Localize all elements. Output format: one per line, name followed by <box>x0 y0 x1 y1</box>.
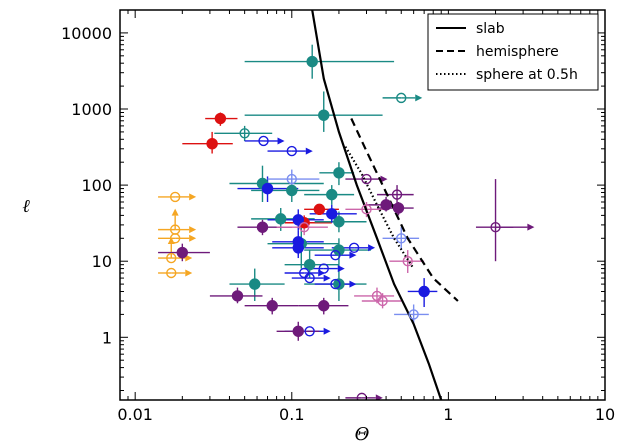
arrow-head <box>380 175 388 183</box>
legend: slab hemisphere sphere at 0.5h <box>427 13 599 91</box>
data-point <box>169 191 181 203</box>
data-point <box>330 249 341 261</box>
data-point <box>318 109 330 121</box>
data-point <box>261 182 274 195</box>
data-point <box>206 138 218 150</box>
legend-box <box>427 13 599 91</box>
data-point <box>402 256 413 267</box>
data-point <box>333 167 345 179</box>
data-point <box>318 300 330 312</box>
data-point <box>166 252 177 264</box>
plot-frame <box>119 9 606 401</box>
data-point <box>292 214 304 226</box>
x-tick-label: 10 <box>595 405 615 424</box>
data-point <box>392 202 405 214</box>
data-point <box>286 184 298 197</box>
data-point <box>377 295 388 307</box>
data-point <box>418 285 430 298</box>
tick-labels: 0.01 0.1 1 10 1 10 100 1000 10000 <box>61 24 615 424</box>
x-axis-label: Θ <box>355 424 370 445</box>
data-point <box>333 216 345 228</box>
legend-label-sphere: sphere at 0.5h <box>476 67 578 83</box>
data-point <box>380 199 392 211</box>
data-point <box>231 290 244 302</box>
y-axis-label: ℓ <box>22 196 30 217</box>
data-point <box>298 221 310 233</box>
arrow-head <box>185 269 193 277</box>
arrow-head <box>349 251 357 259</box>
data-point <box>396 233 407 244</box>
data-point <box>313 203 326 216</box>
arrow-head <box>189 193 197 201</box>
data-point <box>361 204 372 215</box>
model-curve-sphere-at-0-5h <box>344 146 415 270</box>
data-point <box>348 242 360 254</box>
y-tick-label: 10 <box>92 252 112 271</box>
data-point <box>275 213 287 225</box>
arrow-head <box>415 94 423 102</box>
data-point <box>304 326 315 337</box>
x-tick-label: 1 <box>443 405 453 424</box>
y-tick-label: 1000 <box>71 100 112 119</box>
arrow-head <box>375 394 383 400</box>
data-point <box>266 300 278 312</box>
error-bars <box>158 44 535 400</box>
data-point <box>239 128 250 139</box>
data-point <box>304 272 315 284</box>
data-point <box>176 246 189 259</box>
y-tick-label: 10000 <box>61 24 112 43</box>
arrow-head <box>323 327 331 335</box>
data-point <box>396 92 407 104</box>
data-point <box>258 135 269 147</box>
data-point <box>286 145 297 157</box>
x-tick-label: 0.1 <box>279 405 304 424</box>
model-curve-hemisphere <box>350 118 459 302</box>
arrow-head <box>189 234 197 242</box>
arrow-head <box>171 208 179 216</box>
data-point <box>333 278 345 290</box>
y-tick-label: 1 <box>102 328 112 347</box>
data-point <box>318 263 329 274</box>
data-point <box>391 189 403 200</box>
axis-ticks <box>119 9 606 400</box>
plot-area <box>158 10 535 400</box>
arrow-head <box>337 265 345 273</box>
data-point <box>371 290 383 302</box>
data-point <box>166 267 177 279</box>
data-point <box>256 221 269 233</box>
data-point <box>292 242 304 254</box>
arrow-head <box>189 226 197 234</box>
data-point <box>326 188 338 201</box>
arrow-head <box>527 223 535 231</box>
arrow-head <box>323 274 331 282</box>
legend-label-hemisphere: hemisphere <box>476 44 559 60</box>
data-point <box>169 233 181 244</box>
data-point <box>214 112 227 125</box>
y-tick-label: 100 <box>81 176 112 195</box>
arrow-head <box>368 244 376 252</box>
data-point <box>408 309 419 320</box>
model-curve-slab <box>311 10 443 400</box>
data-point <box>303 258 316 271</box>
data-point <box>306 55 318 68</box>
x-tick-label: 0.01 <box>117 405 153 424</box>
arrow-head <box>349 280 357 288</box>
legend-label-slab: slab <box>476 21 505 37</box>
arrow-head <box>277 137 285 145</box>
data-point <box>333 244 345 256</box>
model-curves <box>311 10 459 400</box>
data-point <box>292 325 304 337</box>
data-point <box>326 208 338 220</box>
data-point <box>490 221 501 233</box>
arrow-head <box>185 254 193 262</box>
data-point <box>286 173 297 185</box>
arrow-head <box>305 147 313 155</box>
data-point <box>330 278 341 290</box>
data-point <box>361 173 372 185</box>
data-point <box>249 278 261 290</box>
data-points <box>166 55 501 400</box>
